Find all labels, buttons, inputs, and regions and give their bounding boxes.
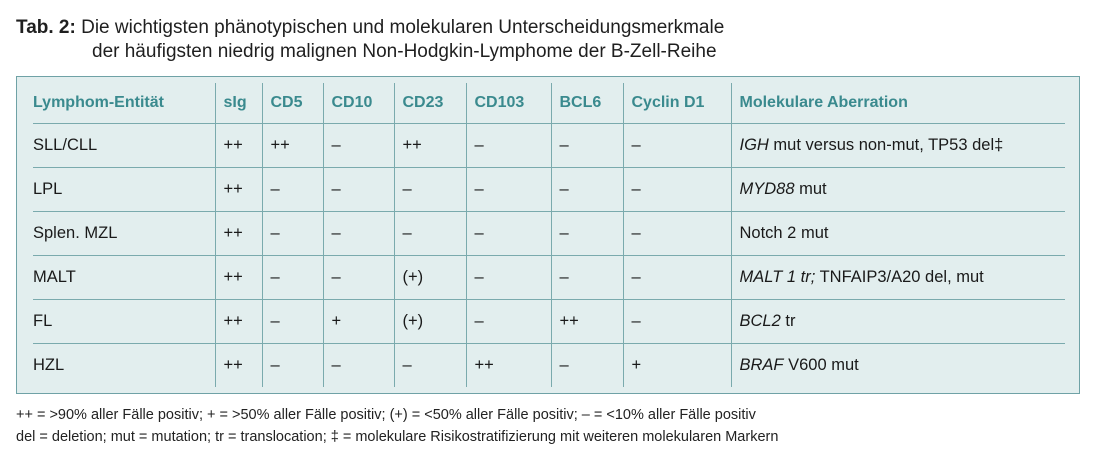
cell-cd10: – [322, 211, 394, 256]
aberration-text: mut versus non-mut, TP53 del‡ [768, 136, 1004, 154]
cell-cd10: – [322, 255, 394, 300]
cell-cd10: – [322, 123, 394, 168]
aberration-italic: BCL2 [739, 312, 781, 330]
header-bcl6: BCL6 [550, 83, 623, 124]
aberration-italic: BRAF [739, 356, 784, 374]
cell-cd103: – [465, 299, 551, 344]
cell-sig: ++ [214, 167, 262, 212]
cell-bcl6: – [550, 167, 623, 212]
cell-cd23: ++ [393, 123, 466, 168]
caption-text-1: Die wichtigsten phänotypischen und molek… [81, 17, 725, 38]
table-row: MALT ++ – – (+) – – – MALT 1 tr; TNFAIP3… [33, 255, 1065, 300]
cell-cyclin-d1: – [622, 211, 731, 256]
cell-entity: LPL [33, 180, 63, 198]
footnote-legend: ++ = >90% aller Fälle positiv; + = >50% … [16, 407, 756, 423]
cell-cd5: ++ [261, 123, 323, 168]
aberration-text: mut [794, 180, 827, 198]
aberration-italic: IGH [739, 136, 769, 154]
aberration-text: V600 mut [783, 356, 859, 374]
aberration-italic: MYD88 [739, 180, 795, 198]
cell-cd23: – [393, 211, 466, 256]
header-row: Lymphom-Entität sIg CD5 CD10 CD23 CD103 … [33, 83, 1065, 124]
cell-aberration: IGH mut versus non-mut, TP53 del‡ [730, 123, 1065, 168]
header-cd10: CD10 [322, 83, 394, 124]
table-caption: Tab. 2: Die wichtigsten phänotypischen u… [16, 16, 724, 64]
aberration-italic: MALT 1 tr; [739, 268, 816, 286]
cell-cd103: – [465, 123, 551, 168]
cell-cd5: – [261, 299, 323, 344]
cell-cd103: – [465, 255, 551, 300]
cell-entity: Splen. MZL [33, 224, 118, 242]
cell-entity: MALT [33, 268, 76, 286]
lymphoma-table: Lymphom-Entität sIg CD5 CD10 CD23 CD103 … [33, 83, 1065, 387]
cell-cd23: (+) [393, 255, 466, 300]
table-row: LPL ++ – – – – – – MYD88 mut [33, 167, 1065, 212]
header-cd5: CD5 [261, 83, 323, 124]
cell-cyclin-d1: – [622, 123, 731, 168]
cell-bcl6: – [550, 343, 623, 387]
table-row: SLL/CLL ++ ++ – ++ – – – IGH mut versus … [33, 123, 1065, 168]
aberration-text: tr [780, 312, 796, 330]
cell-cd103: – [465, 211, 551, 256]
cell-cd23: (+) [393, 299, 466, 344]
cell-cd23: – [393, 343, 466, 387]
cell-entity: FL [33, 312, 53, 330]
cell-entity: SLL/CLL [33, 136, 98, 154]
cell-sig: ++ [214, 211, 262, 256]
cell-sig: ++ [214, 343, 262, 387]
header-sig: sIg [214, 83, 262, 124]
cell-cyclin-d1: + [622, 343, 731, 387]
cell-cyclin-d1: – [622, 255, 731, 300]
caption-line-1: Tab. 2: Die wichtigsten phänotypischen u… [16, 16, 724, 40]
header-entity: Lymphom-Entität [33, 94, 164, 111]
table-container: Lymphom-Entität sIg CD5 CD10 CD23 CD103 … [16, 76, 1080, 394]
cell-aberration: MYD88 mut [730, 167, 1065, 212]
aberration-text: TNFAIP3/A20 del, mut [815, 268, 984, 286]
cell-sig: ++ [214, 123, 262, 168]
cell-aberration: BCL2 tr [730, 299, 1065, 344]
aberration-text: Notch 2 mut [739, 224, 829, 242]
cell-cd103: ++ [465, 343, 551, 387]
header-aberration: Molekulare Aberration [730, 83, 1065, 124]
cell-cd5: – [261, 343, 323, 387]
cell-bcl6: – [550, 123, 623, 168]
cell-bcl6: – [550, 255, 623, 300]
cell-cd5: – [261, 255, 323, 300]
cell-entity: HZL [33, 356, 65, 374]
footnote-abbreviations: del = deletion; mut = mutation; tr = tra… [16, 429, 779, 445]
cell-cd10: – [322, 167, 394, 212]
cell-cd5: – [261, 211, 323, 256]
cell-cd10: – [322, 343, 394, 387]
caption-label: Tab. 2: [16, 17, 76, 38]
cell-cd23: – [393, 167, 466, 212]
cell-aberration: MALT 1 tr; TNFAIP3/A20 del, mut [730, 255, 1065, 300]
cell-aberration: Notch 2 mut [730, 211, 1065, 256]
header-cd103: CD103 [465, 83, 551, 124]
cell-cd10: + [322, 299, 394, 344]
header-cd23: CD23 [393, 83, 466, 124]
cell-aberration: BRAF V600 mut [730, 343, 1065, 387]
cell-cd103: – [465, 167, 551, 212]
caption-line-2: der häufigsten niedrig malignen Non-Hodg… [92, 41, 717, 62]
cell-sig: ++ [214, 299, 262, 344]
cell-cd5: – [261, 167, 323, 212]
table-row: Splen. MZL ++ – – – – – – Notch 2 mut [33, 211, 1065, 256]
cell-cyclin-d1: – [622, 167, 731, 212]
cell-bcl6: ++ [550, 299, 623, 344]
cell-cyclin-d1: – [622, 299, 731, 344]
table-row: HZL ++ – – – ++ – + BRAF V600 mut [33, 343, 1065, 387]
header-cyclin-d1: Cyclin D1 [622, 83, 731, 124]
table-footnotes: ++ = >90% aller Fälle positiv; + = >50% … [16, 404, 778, 448]
cell-sig: ++ [214, 255, 262, 300]
table-row: FL ++ – + (+) – ++ – BCL2 tr [33, 299, 1065, 344]
cell-bcl6: – [550, 211, 623, 256]
